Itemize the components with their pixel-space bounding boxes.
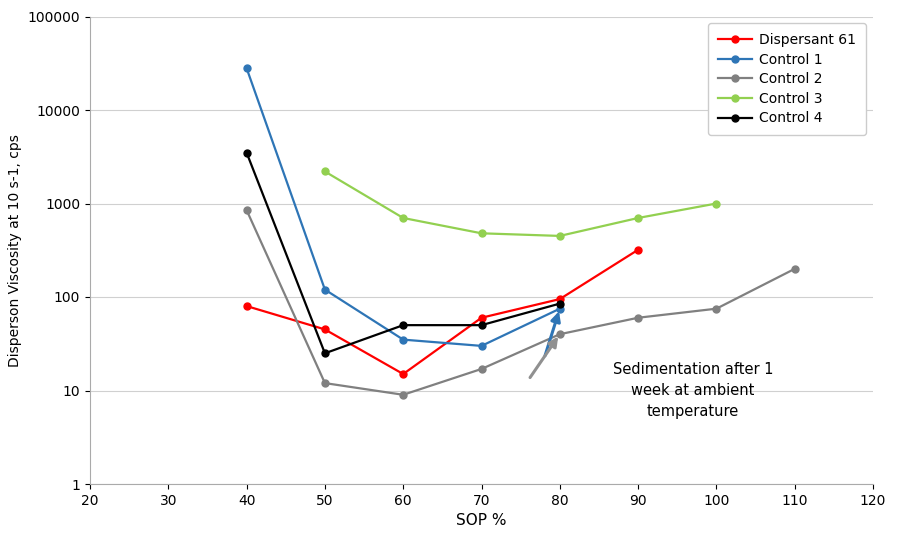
Control 2 — [554, 331, 565, 338]
Control 4 — [476, 322, 487, 328]
Control 4 — [320, 350, 330, 356]
Line: Control 2: Control 2 — [243, 207, 798, 398]
Control 2 — [476, 366, 487, 372]
Control 4 — [398, 322, 409, 328]
Control 3 — [633, 214, 643, 221]
Control 3 — [398, 214, 409, 221]
Control 2 — [320, 380, 330, 387]
Dispersant 61 — [241, 302, 252, 309]
Line: Control 3: Control 3 — [321, 168, 720, 239]
Control 2 — [633, 315, 643, 321]
Dispersant 61 — [320, 326, 330, 333]
Control 3 — [320, 168, 330, 175]
Control 2 — [789, 266, 800, 272]
Y-axis label: Disperson Viscosity at 10 s-1, cps: Disperson Viscosity at 10 s-1, cps — [8, 134, 22, 367]
Line: Dispersant 61: Dispersant 61 — [243, 246, 642, 377]
Line: Control 4: Control 4 — [243, 149, 563, 357]
Control 2 — [241, 207, 252, 213]
Dispersant 61 — [476, 315, 487, 321]
Control 2 — [398, 392, 409, 398]
Dispersant 61 — [398, 371, 409, 377]
Control 3 — [554, 233, 565, 239]
Control 4 — [554, 300, 565, 307]
Text: Sedimentation after 1
week at ambient
temperature: Sedimentation after 1 week at ambient te… — [613, 362, 773, 419]
Control 3 — [476, 230, 487, 236]
Line: Control 1: Control 1 — [243, 65, 563, 349]
Control 4 — [241, 150, 252, 156]
Control 3 — [711, 200, 722, 207]
Dispersant 61 — [633, 246, 643, 253]
X-axis label: SOP %: SOP % — [456, 513, 507, 529]
Legend: Dispersant 61, Control 1, Control 2, Control 3, Control 4: Dispersant 61, Control 1, Control 2, Con… — [708, 24, 866, 135]
Control 1 — [241, 65, 252, 72]
Control 1 — [476, 343, 487, 349]
Control 1 — [320, 287, 330, 293]
Control 2 — [711, 305, 722, 312]
Control 1 — [398, 337, 409, 343]
Dispersant 61 — [554, 296, 565, 303]
Control 1 — [554, 305, 565, 312]
